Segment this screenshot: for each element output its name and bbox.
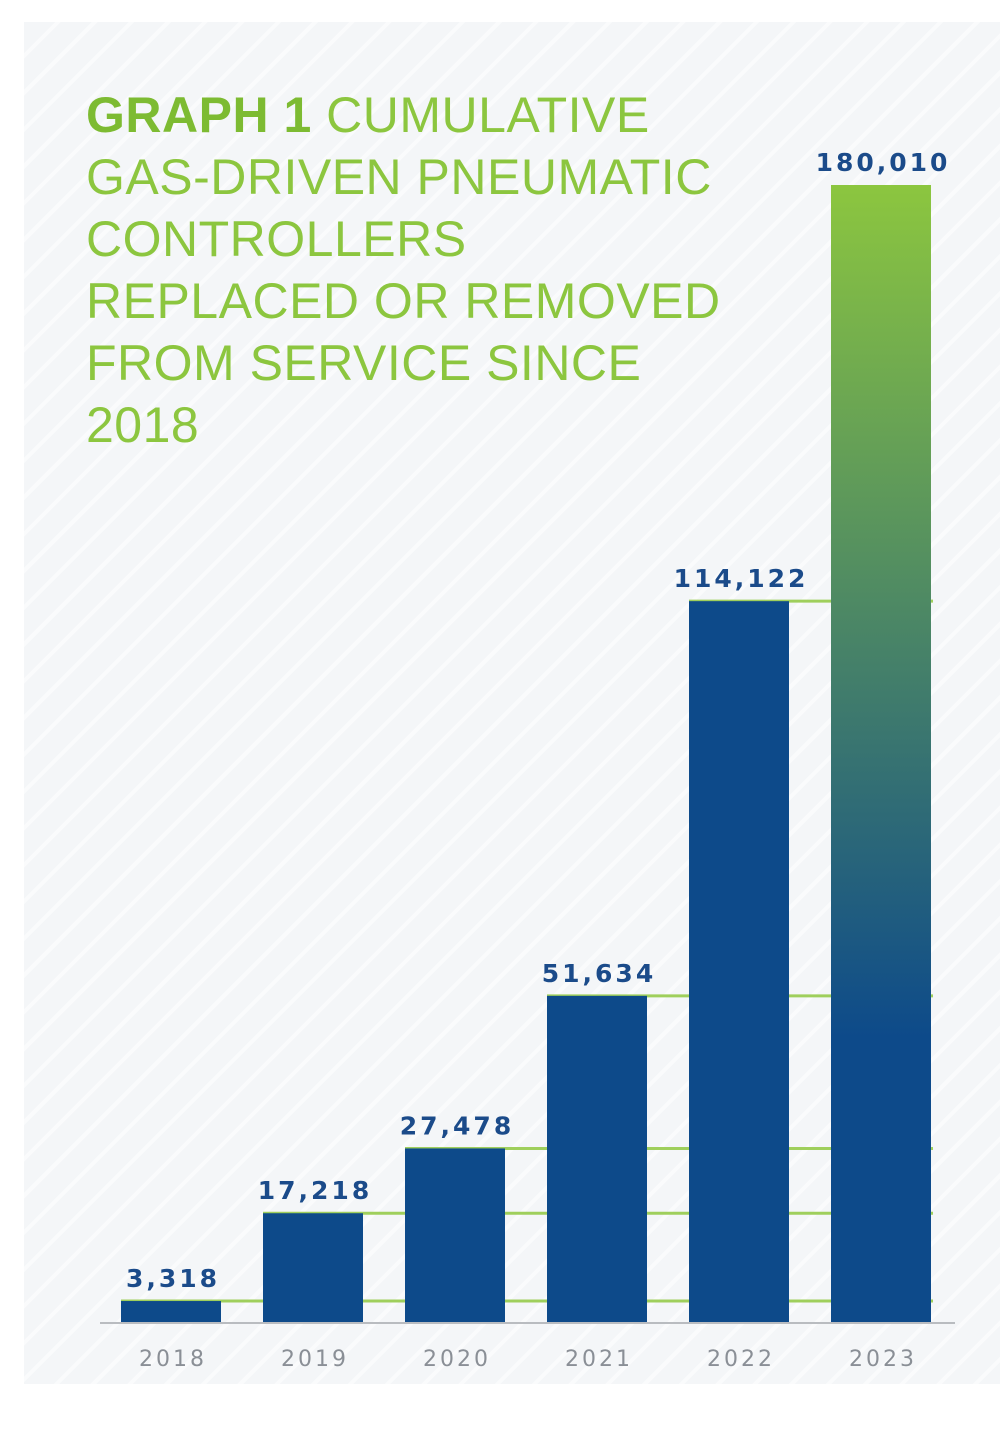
tick-label-2022: 2022 [707, 1347, 775, 1372]
bar-2020 [405, 1148, 505, 1322]
chart-title: GRAPH 1 CUMULATIVE GAS-DRIVEN PNEUMATIC … [86, 84, 726, 456]
x-axis-ticks: 2018 2019 2020 2021 2022 2023 [139, 1347, 917, 1372]
tick-label-2021: 2021 [565, 1347, 633, 1372]
tick-label-2019: 2019 [281, 1347, 349, 1372]
value-label-2023: 180,010 [816, 148, 951, 177]
chart-title-bold: GRAPH 1 [86, 87, 312, 143]
value-label-2022: 114,122 [674, 564, 809, 593]
value-labels: 3,318 17,218 27,478 51,634 114,122 180,010 [126, 148, 951, 1293]
value-label-2020: 27,478 [400, 1111, 514, 1140]
bars [121, 185, 931, 1322]
value-label-2021: 51,634 [542, 959, 656, 988]
tick-label-2018: 2018 [139, 1347, 207, 1372]
bar-2022 [689, 601, 789, 1322]
tick-label-2023: 2023 [849, 1347, 917, 1372]
bar-2018 [121, 1301, 221, 1322]
chart-title-rest: CUMULATIVE GAS-DRIVEN PNEUMATIC CONTROLL… [86, 87, 721, 453]
value-label-2018: 3,318 [126, 1264, 220, 1293]
value-label-2019: 17,218 [258, 1176, 372, 1205]
value-reference-lines [121, 599, 933, 1303]
bar-2019 [263, 1213, 363, 1322]
bar-2021 [547, 995, 647, 1322]
tick-label-2020: 2020 [423, 1347, 491, 1372]
bar-2023 [831, 185, 931, 1322]
